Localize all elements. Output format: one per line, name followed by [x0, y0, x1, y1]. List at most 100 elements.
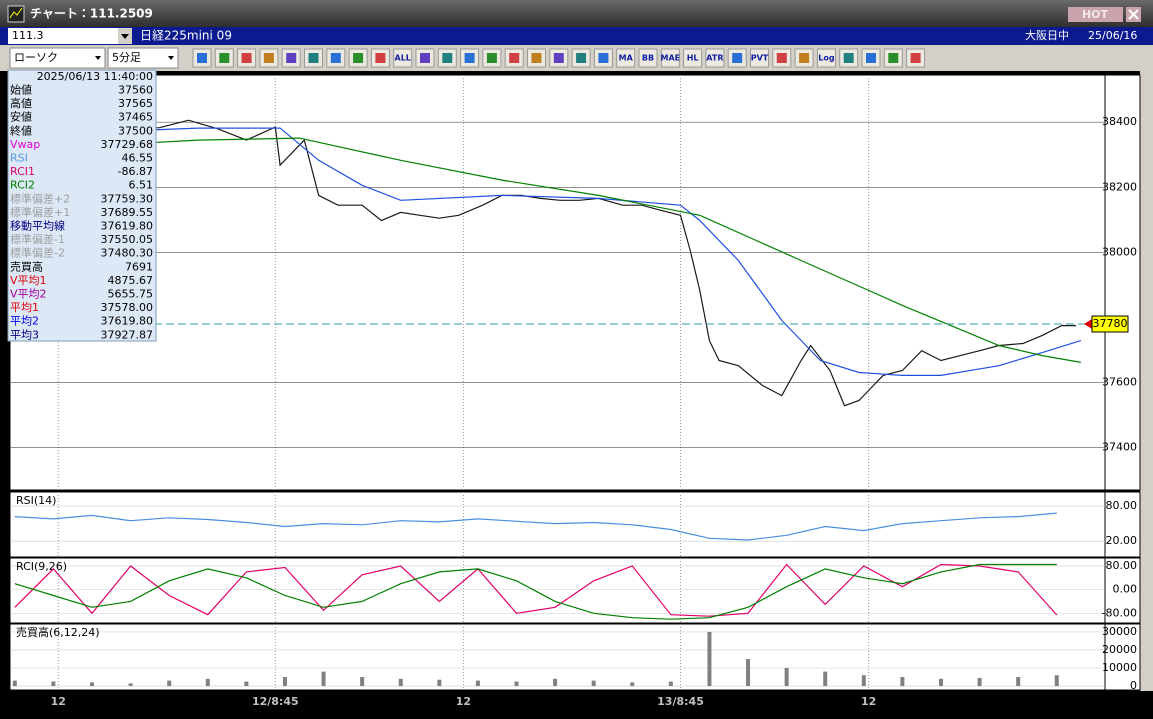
- volume-bar: [746, 658, 751, 687]
- info-value: 37500: [118, 124, 153, 137]
- info-label: 平均3: [10, 327, 39, 341]
- info-value: 37465: [118, 111, 153, 124]
- info-value: 37927.87: [101, 328, 154, 341]
- info-value: 37619.80: [101, 315, 154, 328]
- series-line: [14, 512, 1057, 541]
- volume-bar: [668, 681, 673, 687]
- info-label: 移動平均線: [10, 219, 65, 233]
- chart-type-select[interactable]: [9, 47, 106, 69]
- volume-bar: [1016, 677, 1021, 687]
- toolbar-icon: [531, 53, 542, 63]
- toolbar-icons: ALL MA BB MAE HL ATR PVT Log: [192, 48, 926, 68]
- info-label: 高値: [10, 96, 32, 110]
- toolbar-icon: [732, 53, 743, 63]
- dropdown-arrow: [95, 56, 101, 60]
- x-tick-label: 12: [861, 695, 876, 708]
- interval-select[interactable]: [107, 47, 179, 69]
- scrollbar[interactable]: [1140, 71, 1153, 691]
- toolbar-button-label: ATR: [706, 54, 723, 63]
- toolbar-icon: [353, 53, 364, 63]
- info-value: 37689.55: [101, 206, 154, 219]
- toolbar-icon: [464, 53, 475, 63]
- y-tick-label: 0: [1130, 679, 1137, 692]
- info-value: 46.55: [122, 152, 154, 165]
- price-tag-label: 37780: [1093, 317, 1128, 330]
- toolbar-button-label: ALL: [395, 54, 411, 63]
- x-tick-label: 12/8:45: [252, 695, 299, 708]
- toolbar-button[interactable]: [705, 48, 725, 68]
- volume-bar: [398, 678, 403, 687]
- toolbar-button-label: Log: [818, 54, 835, 63]
- volume-bar: [360, 677, 365, 687]
- y-tick-label: 38000: [1102, 245, 1137, 258]
- close-icon: [1128, 9, 1139, 20]
- toolbar-button[interactable]: [616, 48, 636, 68]
- date: 25/06/16: [1088, 29, 1137, 42]
- volume-bar: [861, 675, 866, 687]
- series-line: [14, 137, 1082, 363]
- toolbar-button[interactable]: [750, 48, 769, 68]
- volume-bar: [784, 668, 789, 687]
- toolbar-icon: [776, 53, 787, 63]
- toolbar-icon: [286, 53, 297, 63]
- info-value: 37619.80: [101, 220, 154, 233]
- info-label: 安値: [10, 111, 32, 124]
- dropdown-arrow: [168, 56, 174, 60]
- info-value: 37560: [118, 84, 153, 97]
- toolbar-icon: [219, 53, 230, 63]
- toolbar-button[interactable]: [816, 48, 836, 68]
- symbol-code: 111.3: [12, 29, 44, 42]
- toolbar-button[interactable]: [683, 48, 703, 68]
- info-label: Vwap: [10, 138, 40, 151]
- info-label: RCI2: [10, 179, 35, 192]
- info-label: 標準偏差+1: [10, 205, 70, 219]
- hot-button[interactable]: [1068, 7, 1123, 22]
- info-value: 6.51: [129, 179, 154, 192]
- toolbar-button-label: HL: [687, 54, 699, 63]
- volume-bar: [514, 681, 519, 687]
- info-label: V平均1: [10, 273, 47, 287]
- info-label: 始値: [10, 83, 32, 97]
- y-tick-label: 10000: [1102, 661, 1137, 674]
- toolbar-icon: [308, 53, 319, 63]
- panel-bg: [9, 491, 1141, 558]
- info-label: 終値: [10, 124, 32, 137]
- y-tick-label: 30000: [1102, 625, 1137, 638]
- toolbar-button-label: MAE: [660, 54, 680, 63]
- toolbar-icon: [910, 53, 921, 63]
- symbol-input[interactable]: [8, 28, 118, 44]
- info-label: RCI1: [10, 165, 35, 178]
- volume-bar: [475, 680, 480, 687]
- toolbar-icon: [866, 53, 876, 63]
- y-tick-label: 0.00: [1113, 583, 1138, 596]
- toolbar-button[interactable]: [660, 48, 680, 68]
- series-line: [14, 563, 1057, 620]
- series-line: [14, 563, 1058, 617]
- toolbar-button[interactable]: [393, 48, 413, 68]
- toolbar-icon: [197, 53, 207, 63]
- market: 大阪日中: [1025, 28, 1069, 42]
- toolbar-icon: [843, 53, 854, 63]
- info-label: 標準偏差+2: [10, 191, 70, 205]
- volume-bar: [321, 671, 326, 687]
- info-value: 37550.05: [101, 233, 154, 246]
- panel-bg: [9, 623, 1141, 691]
- volume-bar: [282, 677, 287, 687]
- x-tick-label: 12: [456, 695, 471, 708]
- x-axis-strip: [0, 690, 1140, 715]
- series-line: [14, 119, 1077, 407]
- toolbar-button[interactable]: [638, 48, 658, 68]
- toolbar-button-label: MA: [619, 54, 634, 63]
- y-tick-label: 20.00: [1106, 534, 1138, 547]
- series-line: [14, 127, 1082, 376]
- volume-bar: [630, 682, 635, 687]
- toolbar-icon: [888, 53, 899, 63]
- x-tick-label: 12: [51, 695, 66, 708]
- info-datetime: 2025/06/13 11:40:00: [37, 70, 153, 83]
- toolbar-button-label: PVT: [751, 54, 769, 63]
- y-tick-label: 37400: [1102, 441, 1137, 454]
- toolbar-icon: [509, 53, 520, 63]
- volume-bar: [12, 680, 17, 687]
